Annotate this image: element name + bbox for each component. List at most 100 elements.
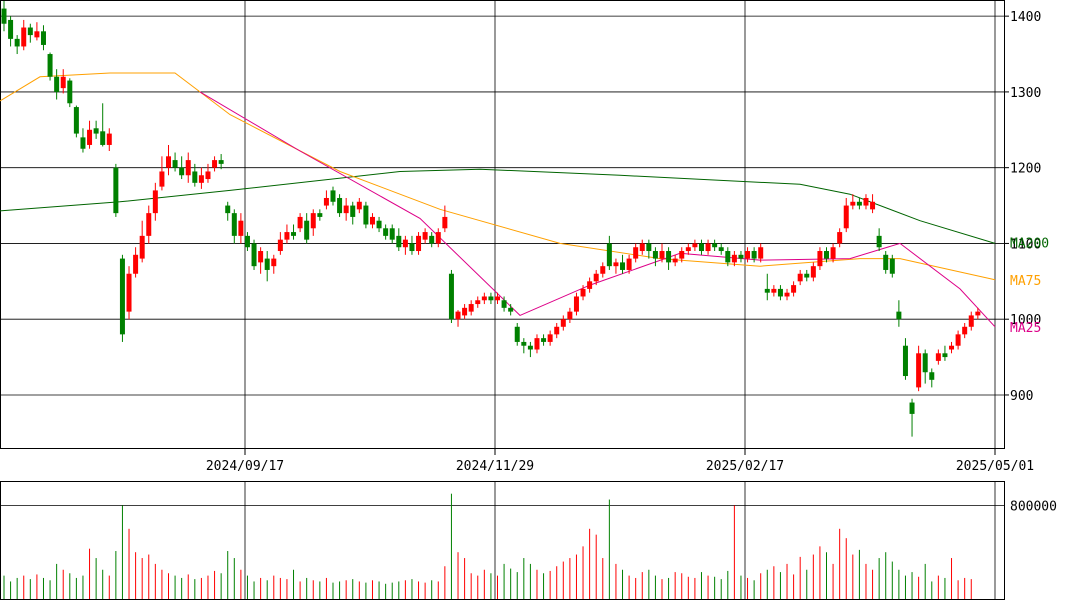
candle-up <box>968 315 974 327</box>
candle-up <box>639 243 645 252</box>
candle-down <box>751 251 757 259</box>
candle-up <box>705 243 711 252</box>
candle-down <box>909 402 915 414</box>
candle-up <box>106 133 112 145</box>
candle-down <box>929 372 935 380</box>
volume-series <box>3 493 972 599</box>
candle-down <box>192 171 198 183</box>
date-x-tick-label: 2025/02/17 <box>706 459 784 474</box>
candle-up <box>916 353 922 388</box>
candle-down <box>666 251 672 263</box>
candle-up <box>435 232 441 244</box>
candle-down <box>172 160 178 168</box>
candle-up <box>731 254 737 263</box>
candle-down <box>231 213 237 236</box>
candle-up <box>547 334 553 342</box>
candle-up <box>810 266 816 278</box>
candle-up <box>534 338 540 350</box>
candle-up <box>495 296 500 301</box>
candle-up <box>797 273 803 282</box>
price-y-tick-label: 1100 <box>1010 237 1041 252</box>
candle-up <box>416 235 422 252</box>
candle-down <box>54 76 60 92</box>
candle-down <box>804 273 810 278</box>
candle-up <box>356 201 362 210</box>
candle-down <box>396 235 402 248</box>
candle-down <box>922 353 928 373</box>
candle-up <box>837 232 843 244</box>
candle-up <box>633 247 639 259</box>
candle-down <box>330 190 336 202</box>
candle-up <box>554 326 560 335</box>
candle-down <box>501 300 507 308</box>
candle-up <box>166 156 171 168</box>
candle-down <box>383 228 389 236</box>
candle-down <box>508 307 514 312</box>
candle-down <box>876 235 882 248</box>
candle-down <box>448 273 454 320</box>
candle-up <box>784 292 790 297</box>
candle-up <box>475 300 481 305</box>
price-panel-frame <box>0 0 1005 449</box>
ma-label: MA200 <box>1010 236 1049 251</box>
price-y-tick-label: 1300 <box>1010 86 1041 101</box>
volume-y-tick-labels: 800000 <box>1010 499 1057 514</box>
date-x-tick-label: 2024/09/17 <box>206 459 284 474</box>
candle-down <box>725 251 731 263</box>
candle-down <box>73 107 79 134</box>
candle-up <box>258 251 264 263</box>
candle-down <box>304 220 310 240</box>
candle-up <box>126 273 132 312</box>
candle-up <box>185 160 191 176</box>
candle-up <box>573 296 579 312</box>
candle-up <box>613 262 619 267</box>
candle-down <box>363 205 369 225</box>
candle-up <box>133 254 139 274</box>
candle-up <box>198 175 204 183</box>
candle-up <box>567 311 573 320</box>
volume-panel-frame <box>0 481 1005 600</box>
candle-down <box>527 345 533 350</box>
candle-up <box>685 247 691 252</box>
candle-down <box>646 243 652 252</box>
candle-down <box>1 8 7 24</box>
ma200-line <box>0 168 996 244</box>
candle-down <box>712 243 718 248</box>
price-y-tick-label: 900 <box>1010 389 1033 404</box>
date-x-tick-label: 2025/05/01 <box>956 459 1034 474</box>
price-y-tick-label: 1200 <box>1010 162 1041 177</box>
price-y-tick-label: 1400 <box>1010 10 1041 25</box>
volume-grid <box>1 482 1004 599</box>
candle-down <box>264 258 270 270</box>
candle-up <box>238 220 244 236</box>
candle-up <box>310 213 316 229</box>
candle-up <box>791 285 797 293</box>
candle-up <box>692 243 698 248</box>
candle-down <box>47 54 53 77</box>
candle-up <box>468 304 474 312</box>
candle-up <box>850 201 856 206</box>
candle-up <box>758 247 764 259</box>
candle-up <box>369 216 375 225</box>
candle-down <box>521 341 527 346</box>
candle-up <box>962 326 968 335</box>
candle-up <box>87 129 93 145</box>
price-y-tick-labels: 1400 1300 1200 1100 1000 900 <box>1010 10 1041 404</box>
candle-up <box>626 258 632 270</box>
candle-down <box>93 128 99 134</box>
candle-up <box>139 235 145 259</box>
candle-down <box>40 31 46 45</box>
candle-up <box>843 205 849 229</box>
candle-up <box>975 311 981 316</box>
candle-down <box>777 288 783 297</box>
candle-up <box>955 334 961 346</box>
moving-average-labels: MA200 MA75 MA25 <box>1010 236 1049 335</box>
candle-up <box>323 197 329 206</box>
candle-down <box>764 288 770 293</box>
candle-up <box>560 319 566 327</box>
candle-down <box>889 258 895 274</box>
candle-down <box>488 296 494 301</box>
candle-down <box>225 205 231 214</box>
candle-up <box>402 239 408 248</box>
candle-up <box>593 273 599 282</box>
